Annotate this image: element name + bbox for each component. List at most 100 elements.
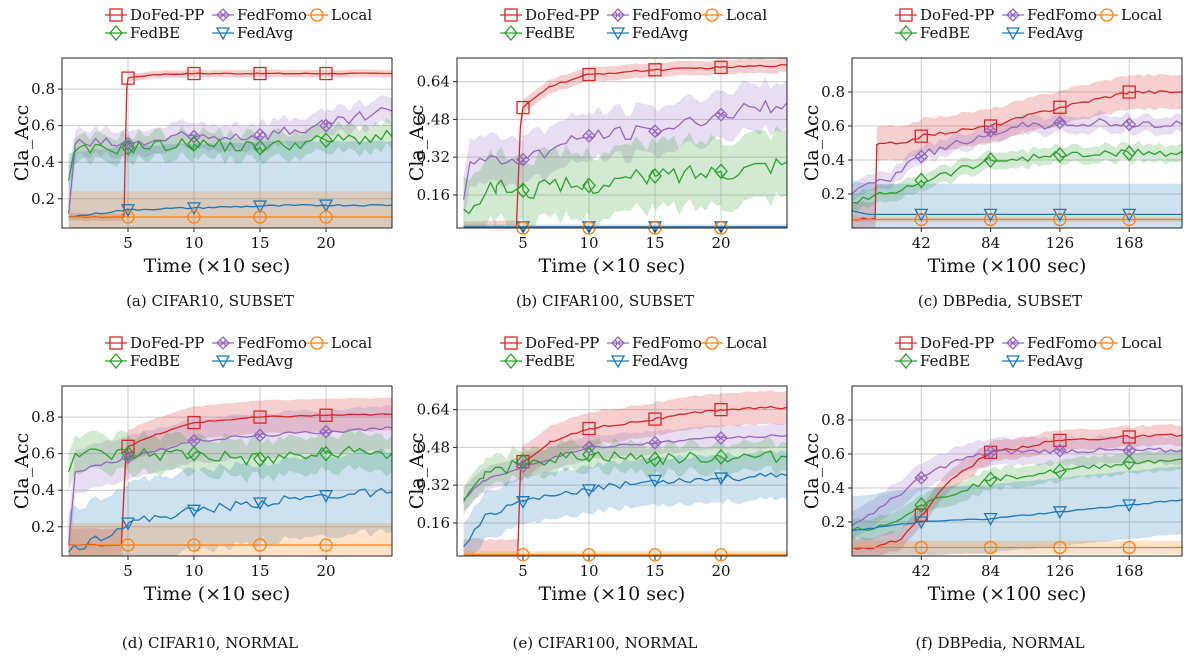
legend-label-fedbe: FedBE: [525, 352, 575, 370]
legend-label-fedbe: FedBE: [130, 352, 180, 370]
legend-label-fedfomo: FedFomo: [1027, 6, 1097, 24]
plot-area: [463, 390, 787, 556]
legend-label-fedavg: FedAvg: [1027, 24, 1084, 42]
legend: DoFed-PP FedFomo Local FedBE FedAvg: [895, 6, 1162, 42]
marker-dofed: [914, 129, 928, 143]
legend-item-local: Local: [1096, 6, 1162, 24]
band-dofed: [852, 73, 1182, 228]
band-fedavg: [68, 448, 392, 556]
marker-fedavg: [581, 484, 597, 498]
marker-fedavg: [186, 504, 202, 518]
marker-dofed: [187, 66, 201, 81]
x-axis-label: Time (×10 sec): [539, 583, 686, 605]
legend-label-dofed: DoFed-PP: [920, 334, 994, 352]
legend-item-fedavg: FedAvg: [212, 24, 294, 42]
legend-item-local: Local: [701, 334, 767, 352]
caption-a: (a) CIFAR10, SUBSET: [126, 292, 294, 310]
x-tick-label: 20: [316, 562, 335, 580]
legend-marker-fedfomo: [1006, 8, 1020, 22]
band-fedbe: [68, 117, 392, 194]
marker-dofed: [1122, 85, 1136, 99]
marker-dofed: [319, 408, 333, 422]
series-line-fedbe: [852, 148, 1182, 204]
band-fedbe: [852, 140, 1182, 212]
legend-marker-dofed: [109, 8, 123, 22]
marker-fedfomo: [914, 149, 929, 164]
marker-local: [121, 538, 135, 552]
legend: DoFed-PP FedFomo Local FedBE FedAvg: [500, 6, 767, 42]
chart-panel-b: 5 10 15 20 0.16 0.32 0.48 0.64 Time (×10 sec) Cla…: [406, 6, 788, 277]
y-axis-label: Cla_Acc: [406, 105, 428, 181]
marker-local: [253, 538, 267, 552]
marker-fedavg: [647, 474, 663, 488]
legend-label-fedbe: FedBE: [920, 352, 970, 370]
plot-frame: [61, 57, 393, 229]
x-axis-label: Time (×10 sec): [144, 583, 291, 605]
marker-fedfomo: [983, 124, 998, 139]
y-tick-label: 0.2: [31, 518, 55, 536]
marker-fedbe: [187, 445, 201, 462]
marker-local: [983, 212, 998, 227]
marker-fedbe: [714, 448, 728, 465]
marker-fedfomo: [319, 118, 333, 133]
legend-item-fedfomo: FedFomo: [607, 334, 702, 352]
marker-fedbe: [914, 172, 929, 189]
marker-fedfomo: [1052, 115, 1067, 130]
series-line-fedbe: [463, 157, 787, 215]
series-line-fedfomo: [462, 99, 787, 200]
marker-fedbe: [582, 446, 596, 463]
marker-fedbe: [516, 182, 530, 199]
marker-fedavg: [318, 490, 334, 504]
axes: 5 10 15 20 0.16 0.32 0.48 0.64: [417, 73, 731, 252]
marker-fedbe: [1122, 454, 1137, 471]
legend-marker-local: [1100, 8, 1114, 22]
marker-fedavg: [120, 517, 136, 531]
legend-label-fedavg: FedAvg: [632, 352, 689, 370]
y-tick-label: 0.16: [417, 514, 450, 532]
legend-marker-local: [310, 8, 324, 22]
legend-marker-fedavg: [1005, 355, 1021, 369]
legend-label-fedfomo: FedFomo: [1027, 334, 1097, 352]
axes: 42 84 126 168 0.2 0.4 0.6 0.8: [821, 411, 1143, 580]
legend-marker-fedavg: [215, 27, 231, 41]
marker-fedavg: [1122, 499, 1137, 513]
legend-item-dofed: DoFed-PP: [105, 334, 204, 352]
grid: [457, 58, 787, 228]
marker-fedavg: [983, 512, 998, 526]
legend-item-fedavg: FedAvg: [1002, 352, 1084, 370]
legend-label-dofed: DoFed-PP: [130, 334, 204, 352]
plot-area: [67, 69, 392, 228]
x-tick-label: 126: [1046, 562, 1075, 580]
marker-fedavg: [252, 200, 268, 214]
marker-dofed: [582, 421, 596, 436]
x-tick-label: 84: [981, 562, 1000, 580]
marker-fedbe: [121, 445, 135, 462]
x-tick-label: 42: [912, 234, 931, 252]
marker-fedbe: [187, 135, 201, 152]
series-line-fedavg: [463, 472, 787, 548]
marker-fedfomo: [914, 470, 929, 485]
marker-fedfomo: [648, 435, 662, 450]
marker-local: [516, 548, 530, 562]
legend-marker-fedbe: [504, 353, 518, 369]
band-fedfomo: [68, 404, 392, 556]
legend: DoFed-PP FedFomo Local FedBE FedAvg: [105, 6, 372, 42]
axes: 5 10 15 20 0.2 0.4 0.6 0.8: [31, 408, 335, 580]
marker-fedavg: [318, 199, 334, 213]
plot-frame: [456, 57, 788, 229]
legend-item-fedbe: FedBE: [500, 24, 575, 42]
band-local: [68, 523, 392, 556]
marker-dofed: [187, 415, 201, 430]
legend-label-local: Local: [726, 6, 767, 24]
legend-label-fedavg: FedAvg: [632, 24, 689, 42]
band-fedfomo: [852, 434, 1182, 539]
marker-local: [582, 548, 596, 562]
legend-label-dofed: DoFed-PP: [920, 6, 994, 24]
marker-fedbe: [914, 497, 929, 513]
marker-local: [1053, 212, 1067, 227]
y-tick-label: 0.4: [821, 151, 845, 169]
band-fedfomo: [463, 77, 787, 224]
marker-fedbe: [253, 139, 267, 156]
legend-item-dofed: DoFed-PP: [895, 6, 994, 24]
legend-marker-fedbe: [899, 25, 913, 41]
